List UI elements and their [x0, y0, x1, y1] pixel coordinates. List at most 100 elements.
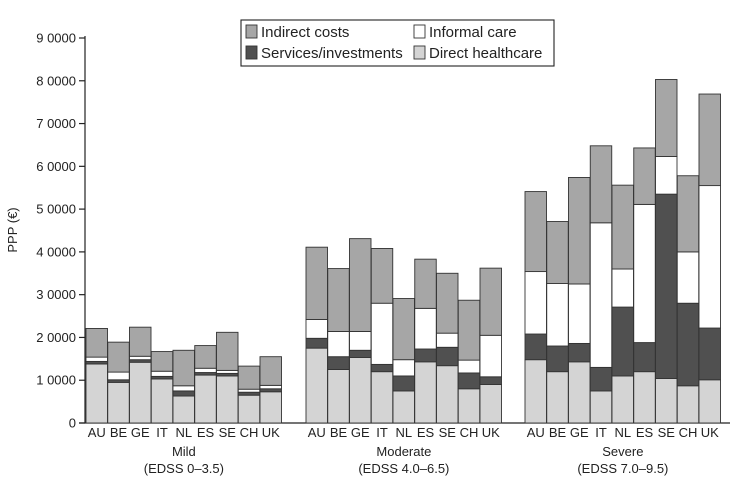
- x-tick-label: NL: [175, 425, 192, 440]
- bar-segment-informal-care: [327, 331, 350, 358]
- bar-segment-direct-healthcare: [216, 375, 239, 424]
- bar-segment-services-investments: [392, 375, 415, 392]
- bar-segment-indirect-costs: [655, 79, 678, 157]
- bar-segment-direct-healthcare: [457, 388, 481, 424]
- bar-segment-informal-care: [611, 268, 634, 308]
- bar-segment-indirect-costs: [589, 145, 613, 224]
- group-label: Mild: [172, 444, 196, 459]
- group-label: Severe: [602, 444, 643, 459]
- bar-segment-informal-care: [546, 283, 569, 347]
- legend-box: [240, 19, 555, 67]
- x-tick-label: CH: [679, 425, 698, 440]
- bar-segment-direct-healthcare: [194, 374, 217, 424]
- legend: Indirect costs Informal care Services/inve…: [240, 19, 555, 67]
- x-tick-label: GE: [131, 425, 150, 440]
- x-tick-label: ES: [197, 425, 215, 440]
- legend-label: Services/investments: [261, 45, 403, 62]
- bar-segment-direct-healthcare: [129, 361, 152, 424]
- bar-segment-indirect-costs: [107, 341, 130, 373]
- y-tick-label: 9 0000: [36, 31, 76, 46]
- bar-segment-direct-healthcare: [611, 375, 634, 424]
- bar-segment-indirect-costs: [392, 298, 415, 361]
- bar-segment-services-investments: [479, 376, 502, 385]
- x-tick-label: UK: [262, 425, 280, 440]
- x-tick-label: IT: [156, 425, 168, 440]
- bar-segment-informal-care: [392, 359, 415, 377]
- bar-segment-indirect-costs: [611, 184, 634, 270]
- bar-segment-services-investments: [611, 306, 634, 377]
- x-tick-label: BE: [330, 425, 348, 440]
- bar-segment-direct-healthcare: [698, 379, 721, 424]
- bar-segment-indirect-costs: [676, 175, 700, 253]
- x-tick-label: NL: [395, 425, 412, 440]
- bar-segment-services-investments: [633, 342, 656, 373]
- bar-segment-indirect-costs: [194, 345, 217, 369]
- x-tick-label: BE: [549, 425, 567, 440]
- x-tick-label: ES: [636, 425, 654, 440]
- bar-segment-services-investments: [457, 372, 481, 390]
- bar-segment-indirect-costs: [546, 221, 569, 284]
- bar-segment-direct-healthcare: [237, 394, 261, 424]
- bar-segment-informal-care: [698, 185, 721, 329]
- x-tick-label: BE: [110, 425, 128, 440]
- bar-segment-direct-healthcare: [172, 395, 195, 424]
- y-tick-label: 4 0000: [36, 244, 76, 259]
- group-subtitle: (EDSS 0–3.5): [144, 461, 224, 476]
- y-tick-label: 0: [69, 416, 76, 431]
- bar-segment-indirect-costs: [305, 246, 328, 320]
- bar-segment-direct-healthcare: [479, 384, 502, 424]
- bar-segment-direct-healthcare: [107, 381, 130, 424]
- bar-segment-direct-healthcare: [392, 390, 415, 424]
- bar-segment-indirect-costs: [633, 147, 656, 205]
- bar-segment-informal-care: [194, 367, 217, 373]
- bar-segment-indirect-costs: [436, 272, 459, 334]
- bar-segment-direct-healthcare: [655, 378, 678, 424]
- bar-segment-informal-care: [524, 271, 547, 335]
- group-subtitle: (EDSS 7.0–9.5): [577, 461, 668, 476]
- bar-segment-indirect-costs: [172, 349, 195, 387]
- y-axis-label: PPP (€): [5, 207, 20, 252]
- bar-segment-indirect-costs: [237, 365, 261, 390]
- bar-segment-direct-healthcare: [349, 357, 372, 424]
- legend-label: Informal care: [429, 24, 517, 41]
- bar-segment-indirect-costs: [327, 268, 350, 332]
- bar-segment-informal-care: [479, 334, 502, 378]
- bar-segment-services-investments: [370, 363, 394, 373]
- legend-swatch: [245, 45, 258, 60]
- x-tick-label: SE: [439, 425, 457, 440]
- bar-segment-direct-healthcare: [589, 390, 613, 424]
- bar-segment-direct-healthcare: [676, 385, 700, 424]
- bar-segment-services-investments: [524, 333, 547, 361]
- x-tick-label: SE: [658, 425, 676, 440]
- bar-segment-direct-healthcare: [633, 371, 656, 424]
- bar-segment-indirect-costs: [216, 331, 239, 371]
- bar-segment-informal-care: [436, 332, 459, 348]
- bar-segment-indirect-costs: [414, 258, 437, 309]
- bar-segment-indirect-costs: [85, 328, 108, 358]
- bar-segment-direct-healthcare: [546, 371, 569, 424]
- x-tick-label: UK: [701, 425, 719, 440]
- bar-segment-services-investments: [349, 349, 372, 358]
- y-tick-label: 5 0000: [36, 202, 76, 217]
- bar-segment-indirect-costs: [457, 299, 481, 361]
- y-tick-label: 6 0000: [36, 159, 76, 174]
- x-tick-label: AU: [308, 425, 326, 440]
- bar-segment-informal-care: [85, 356, 108, 362]
- group-label: Moderate: [376, 444, 431, 459]
- bar-segment-direct-healthcare: [524, 359, 547, 424]
- y-axis: 0 1 0000 2 0000 3 0000 4 0000 5 0000 6 0000 7 0…: [36, 31, 730, 431]
- bar-segment-direct-healthcare: [85, 363, 108, 424]
- bar-segment-indirect-costs: [698, 93, 721, 187]
- y-tick-label: 3 0000: [36, 287, 76, 302]
- bar-segment-direct-healthcare: [305, 347, 328, 424]
- bar-segment-informal-care: [568, 283, 591, 344]
- y-tick-label: 1 0000: [36, 373, 76, 388]
- bar-segment-informal-care: [457, 359, 481, 374]
- x-tick-label: UK: [482, 425, 500, 440]
- legend-swatch: [413, 45, 426, 60]
- y-tick-label: 2 0000: [36, 330, 76, 345]
- x-tick-label: GE: [351, 425, 370, 440]
- y-tick-label: 7 0000: [36, 116, 76, 131]
